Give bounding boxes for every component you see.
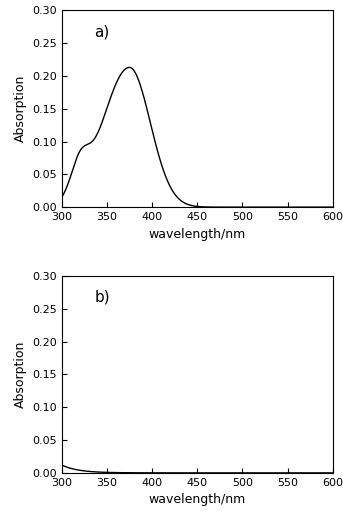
Text: a): a) [94, 24, 109, 39]
Text: b): b) [94, 290, 110, 305]
X-axis label: wavelength/nm: wavelength/nm [149, 493, 246, 506]
Y-axis label: Absorption: Absorption [14, 341, 26, 408]
Y-axis label: Absorption: Absorption [14, 75, 26, 142]
X-axis label: wavelength/nm: wavelength/nm [149, 228, 246, 241]
